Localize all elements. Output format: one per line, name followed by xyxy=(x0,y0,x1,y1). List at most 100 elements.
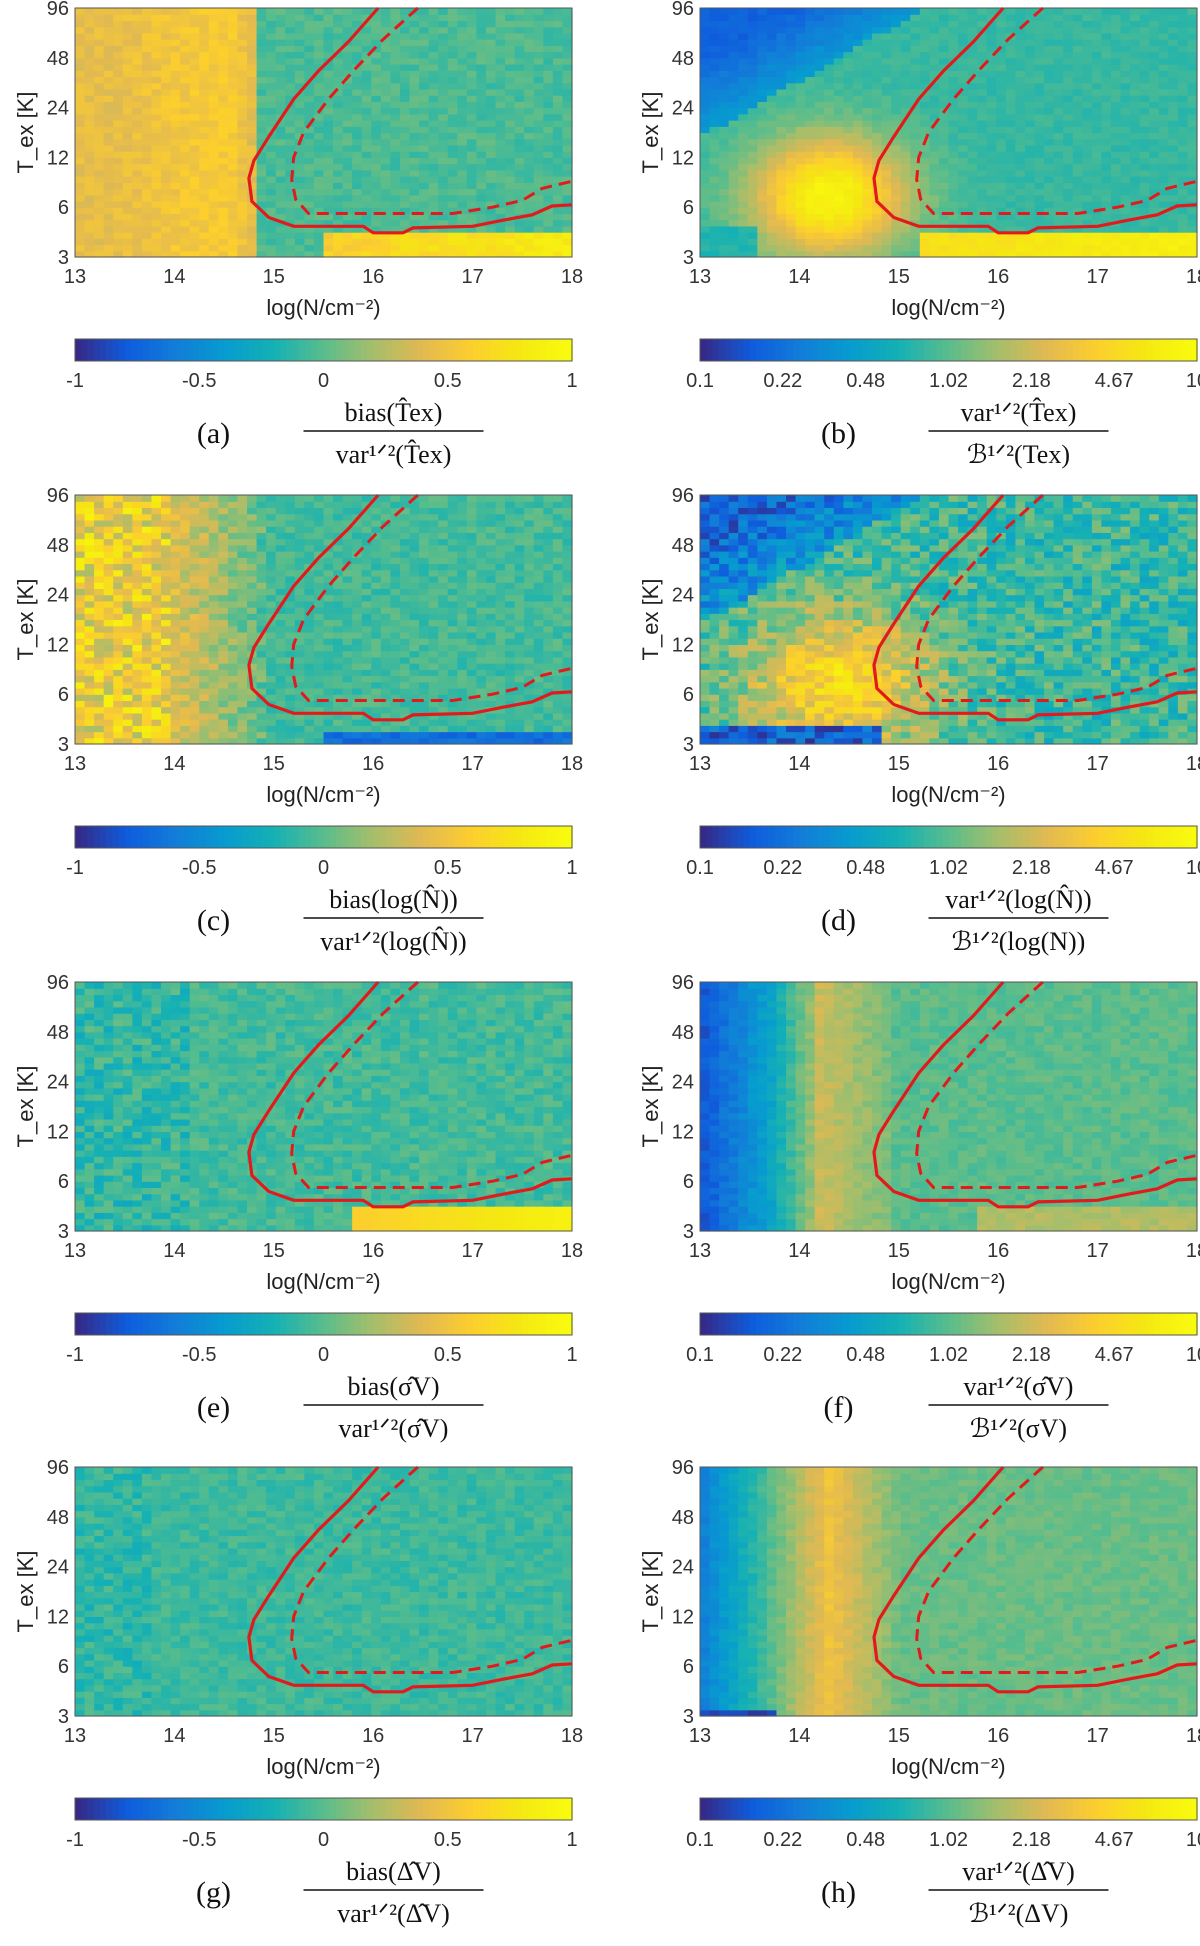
heatmap-cell xyxy=(189,232,200,239)
heatmap-cell xyxy=(323,39,334,46)
heatmap-cell xyxy=(342,26,353,34)
heatmap-cell xyxy=(371,64,382,71)
heatmap-cell xyxy=(505,250,516,258)
colorbar-tick-label: 0 xyxy=(318,370,329,392)
heatmap-cell xyxy=(929,194,940,202)
heatmap-cell xyxy=(447,70,458,78)
heatmap-cell xyxy=(728,14,739,22)
colorbar-swatch xyxy=(360,339,368,361)
heatmap-cell xyxy=(113,687,124,695)
heatmap-cell xyxy=(938,157,950,165)
heatmap-cell xyxy=(151,39,162,46)
heatmap-cell xyxy=(189,538,200,546)
colorbar-swatch xyxy=(317,339,325,361)
heatmap-cell xyxy=(84,712,95,720)
heatmap-cell xyxy=(419,120,430,127)
heatmap-cell xyxy=(881,244,892,252)
heatmap-cell xyxy=(113,188,124,196)
heatmap-cell xyxy=(1044,126,1055,134)
heatmap-cell xyxy=(967,14,978,22)
heatmap-cell xyxy=(438,8,449,15)
heatmap-cell xyxy=(524,182,535,190)
heatmap-cell xyxy=(227,95,239,102)
heatmap-cell xyxy=(151,163,162,171)
heatmap-cell xyxy=(285,225,296,233)
heatmap-cell xyxy=(1168,163,1179,171)
heatmap-cell xyxy=(1005,250,1017,258)
heatmap-cell xyxy=(700,232,711,239)
heatmap-cell xyxy=(218,51,229,59)
heatmap-cell xyxy=(1139,51,1150,59)
heatmap-cell xyxy=(833,107,844,115)
heatmap-cell xyxy=(562,225,573,233)
heatmap-cell xyxy=(843,200,854,208)
heatmap-cell xyxy=(1063,169,1074,177)
colorbar-swatch xyxy=(743,339,751,361)
heatmap-cell xyxy=(208,495,219,502)
heatmap-cell xyxy=(94,14,105,22)
colorbar-swatch xyxy=(99,339,107,361)
heatmap-cell xyxy=(1187,176,1198,183)
heatmap-cell xyxy=(103,594,114,602)
heatmap-cell xyxy=(113,232,124,239)
heatmap-cell xyxy=(457,182,468,190)
heatmap-cell xyxy=(132,687,143,695)
heatmap-cell xyxy=(562,64,573,71)
heatmap-cell xyxy=(94,644,105,652)
heatmap-cell xyxy=(141,200,153,208)
heatmap-cell xyxy=(709,39,720,46)
heatmap-cell xyxy=(910,157,921,165)
heatmap-cell xyxy=(466,250,478,258)
heatmap-cell xyxy=(919,188,930,196)
heatmap-cell xyxy=(786,88,797,96)
heatmap-cell xyxy=(275,107,286,115)
heatmap-cell xyxy=(1101,144,1112,152)
heatmap-cell xyxy=(141,706,153,714)
heatmap-cell xyxy=(1110,144,1122,152)
heatmap-cell xyxy=(786,39,797,46)
heatmap-cell xyxy=(113,737,124,745)
heatmap-cell xyxy=(113,675,124,683)
heatmap-cell xyxy=(361,26,372,34)
heatmap-cell xyxy=(208,526,219,533)
heatmap-cell xyxy=(843,88,854,96)
heatmap-cell xyxy=(1044,120,1055,127)
heatmap-cell xyxy=(852,163,864,171)
heatmap-cell xyxy=(938,144,950,152)
heatmap-cell xyxy=(1063,250,1074,258)
heatmap-cell xyxy=(757,82,768,90)
heatmap-cell xyxy=(247,120,258,127)
colorbar-swatch xyxy=(441,339,449,361)
heatmap-cell xyxy=(843,82,854,90)
heatmap-cell xyxy=(132,144,143,152)
heatmap-cell xyxy=(1024,219,1036,227)
heatmap-cell xyxy=(189,619,200,627)
heatmap-cell xyxy=(132,163,143,171)
heatmap-cell xyxy=(199,731,210,739)
heatmap-cell xyxy=(94,613,105,621)
heatmap-cell xyxy=(419,182,430,190)
heatmap-cell xyxy=(958,70,969,78)
colorbar-swatch xyxy=(700,339,708,361)
heatmap-cell xyxy=(996,232,1007,239)
heatmap-cell xyxy=(948,20,959,28)
heatmap-cell xyxy=(1101,151,1112,158)
heatmap-cell xyxy=(122,132,133,140)
heatmap-cell xyxy=(151,70,162,78)
heatmap-cell xyxy=(514,188,525,196)
heatmap-cell xyxy=(996,82,1007,90)
heatmap-cell xyxy=(938,219,950,227)
colorbar-swatch xyxy=(1047,339,1055,361)
heatmap-cell xyxy=(247,250,258,258)
heatmap-cell xyxy=(132,76,143,84)
colorbar-swatch xyxy=(1091,339,1099,361)
heatmap-cell xyxy=(180,557,191,565)
heatmap-cell xyxy=(495,76,506,84)
heatmap-cell xyxy=(342,219,353,227)
heatmap-cell xyxy=(795,157,806,165)
heatmap-cell xyxy=(977,213,988,221)
heatmap-cell xyxy=(352,57,363,65)
heatmap-cell xyxy=(1053,51,1064,59)
heatmap-cell xyxy=(247,76,258,84)
heatmap-cell xyxy=(776,132,787,140)
